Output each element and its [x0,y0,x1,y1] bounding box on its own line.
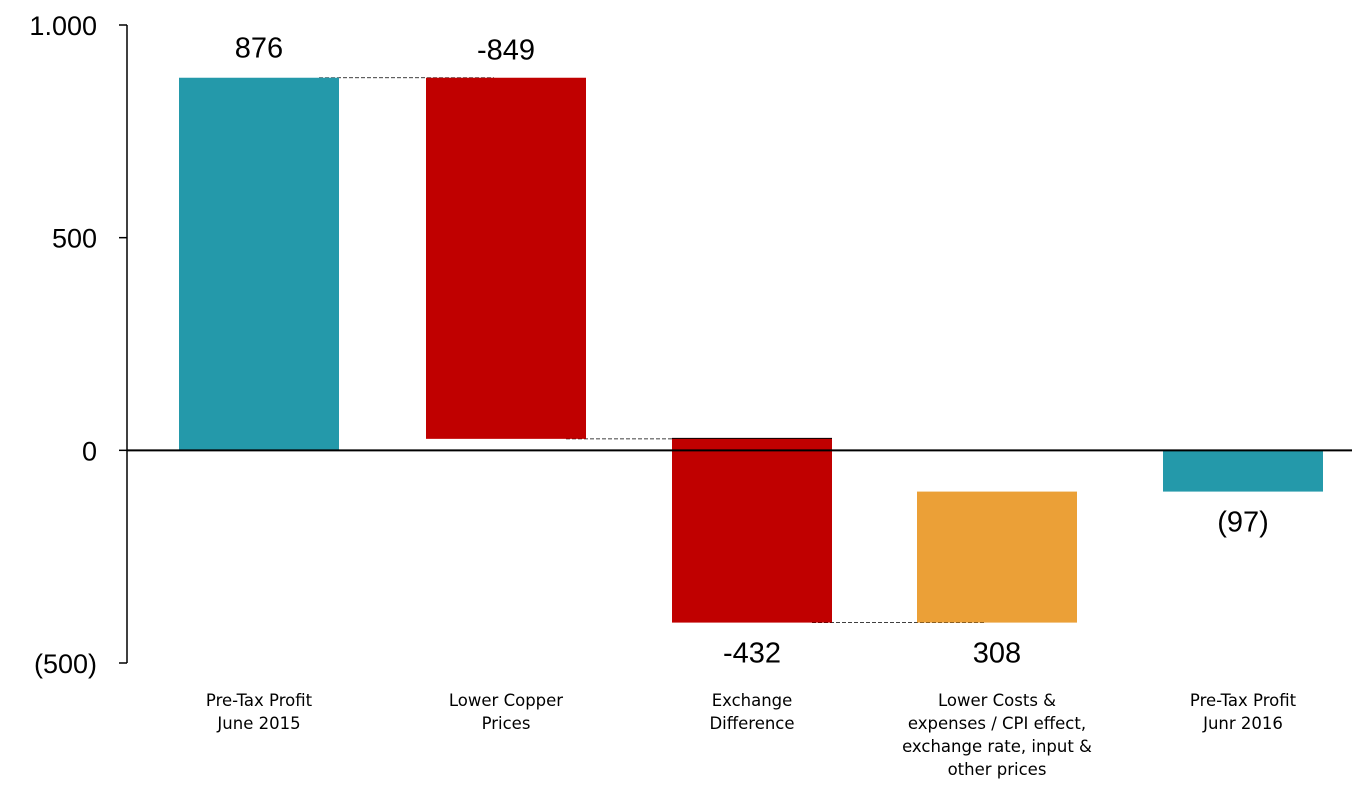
category-label: Pre-Tax Profit [206,691,313,710]
category-labels: Pre-Tax Profit June 2015 Lower Copper Price… [206,691,1297,779]
bars [179,77,1323,623]
category-label: exchange rate, input & [902,737,1092,756]
category-label: June 2015 [216,714,300,733]
data-label: 308 [973,638,1021,670]
bar [917,491,1077,623]
data-label: -432 [723,638,781,670]
category-label: expenses / CPI effect, [908,714,1086,733]
data-label: 876 [235,33,283,65]
category-label: Pre-Tax Profit [1190,691,1297,710]
y-tick-label: 1.000 [29,11,97,41]
y-tick-label: 0 [82,436,97,466]
y-axis: 1.000 500 0 (500) [29,11,128,679]
y-tick-label: (500) [34,649,97,679]
category-label: Prices [482,714,531,733]
y-tick-label: 500 [52,224,97,254]
connector-lines [319,77,985,623]
data-label: (97) [1217,507,1269,539]
data-label: -849 [477,35,535,67]
category-label: Lower Costs & [938,691,1056,710]
category-label: Exchange [712,691,793,710]
bar [426,77,586,439]
category-label: Junr 2016 [1202,714,1283,733]
category-label: Difference [709,714,794,733]
bar [179,77,339,451]
bar [1163,450,1323,492]
data-labels: 876 -849 -432 308 (97) [235,33,1269,670]
bar [672,438,832,623]
category-label: Lower Copper [449,691,563,710]
category-label: other prices [948,760,1047,779]
